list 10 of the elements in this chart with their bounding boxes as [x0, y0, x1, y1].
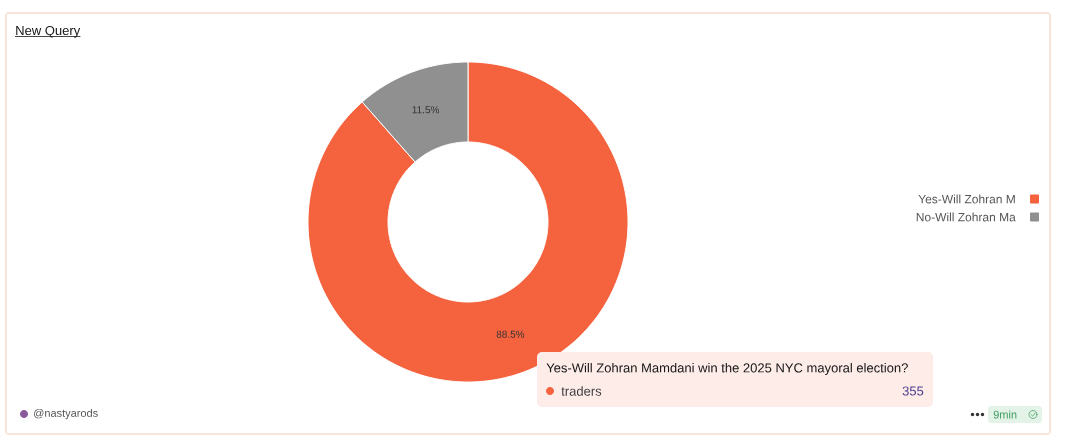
- text: @nastyarods: [34, 408, 98, 420]
- text: 355: [902, 386, 924, 396]
- legend-label: No-Will Zohran Ma: [916, 212, 1016, 222]
- text: Yes-Will Zohran Mamdani win the 2025 NYC mayoral election?: [546, 362, 908, 376]
- data-label: 88.5%: [496, 330, 525, 338]
- text: New Query: [16, 25, 81, 38]
- data-label: 11.5%: [412, 106, 440, 114]
- text: 9min: [993, 410, 1017, 419]
- text: traders: [561, 386, 602, 396]
- legend-label: Yes-Will Zohran M: [918, 194, 1015, 204]
